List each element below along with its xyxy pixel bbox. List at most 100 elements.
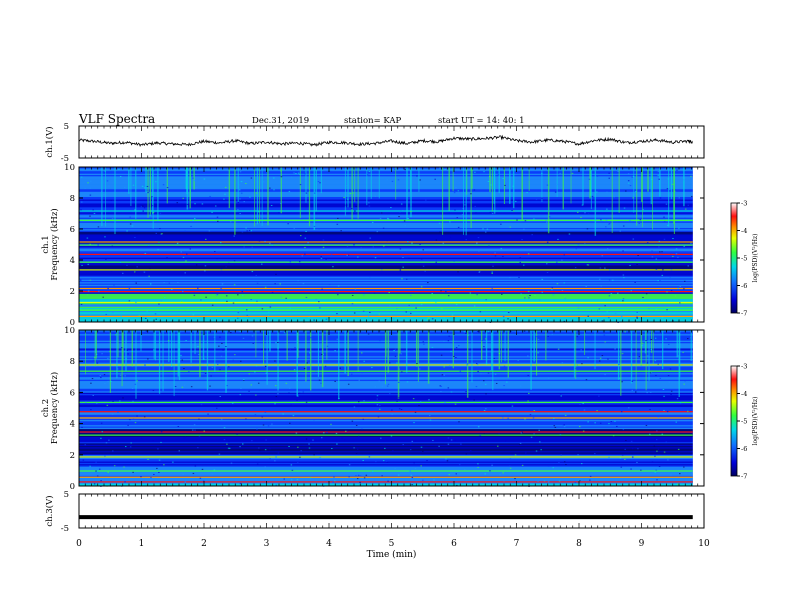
freq-band xyxy=(79,466,693,469)
noise-speckle xyxy=(289,307,292,309)
noise-speckle xyxy=(82,460,84,462)
noise-speckle xyxy=(163,464,165,466)
sferic-streak xyxy=(648,330,650,381)
freq-band xyxy=(79,216,693,218)
freq-band xyxy=(79,283,693,285)
noise-speckle xyxy=(134,236,136,238)
start-time-label: start UT = 14: 40: 1 xyxy=(438,116,525,126)
noise-speckle xyxy=(379,197,382,199)
noise-speckle xyxy=(526,192,528,194)
noise-speckle xyxy=(603,209,605,211)
sferic-streak xyxy=(326,330,328,360)
noise-speckle xyxy=(355,424,358,426)
noise-speckle xyxy=(473,189,476,191)
sferic-streak xyxy=(673,167,675,224)
x-tick-label: 4 xyxy=(326,539,332,549)
noise-speckle xyxy=(358,379,360,381)
noise-speckle xyxy=(138,315,140,317)
spectral-line xyxy=(79,241,693,243)
noise-speckle xyxy=(604,374,606,376)
noise-speckle xyxy=(394,348,397,350)
sferic-streak xyxy=(521,167,524,220)
noise-speckle xyxy=(296,479,299,481)
noise-speckle xyxy=(649,391,652,393)
noise-speckle xyxy=(256,282,259,284)
noise-speckle xyxy=(228,366,230,368)
noise-speckle xyxy=(123,351,126,353)
noise-speckle xyxy=(634,281,636,283)
noise-speckle xyxy=(662,269,664,271)
noise-speckle xyxy=(649,372,652,374)
noise-speckle xyxy=(545,221,548,223)
noise-speckle xyxy=(220,288,222,290)
sferic-streak xyxy=(259,167,261,224)
noise-speckle xyxy=(127,353,129,355)
freq-band xyxy=(79,250,693,253)
sferic-streak xyxy=(194,330,196,355)
colorbar-tick-label: -5 xyxy=(741,418,747,426)
noise-speckle xyxy=(398,216,400,218)
noise-speckle xyxy=(201,203,204,205)
sferic-streak xyxy=(545,330,547,361)
noise-speckle xyxy=(278,350,280,352)
noise-speckle xyxy=(226,413,229,415)
noise-speckle xyxy=(690,337,692,339)
noise-speckle xyxy=(642,208,645,210)
sferic-streak xyxy=(594,167,597,236)
noise-speckle xyxy=(608,223,610,225)
noise-speckle xyxy=(587,315,589,317)
noise-speckle xyxy=(477,237,480,239)
sferic-streak xyxy=(313,167,316,231)
noise-speckle xyxy=(385,460,388,462)
noise-speckle xyxy=(457,190,460,192)
noise-speckle xyxy=(186,253,188,255)
noise-speckle xyxy=(156,469,159,471)
noise-speckle xyxy=(238,189,241,191)
x-tick-label: 8 xyxy=(576,539,582,549)
noise-speckle xyxy=(585,251,587,253)
sferic-streak xyxy=(676,330,678,358)
noise-speckle xyxy=(443,374,446,376)
noise-speckle xyxy=(586,228,589,230)
noise-speckle xyxy=(475,212,477,214)
noise-speckle xyxy=(256,463,259,465)
noise-speckle xyxy=(533,410,536,412)
noise-speckle xyxy=(293,172,295,174)
noise-speckle xyxy=(110,199,113,201)
noise-speckle xyxy=(655,258,658,260)
noise-speckle xyxy=(541,278,543,280)
noise-speckle xyxy=(359,403,362,405)
noise-speckle xyxy=(87,182,89,184)
sferic-streak xyxy=(492,330,494,391)
noise-speckle xyxy=(87,263,89,265)
noise-speckle xyxy=(146,185,149,187)
noise-speckle xyxy=(638,222,641,224)
freq-band xyxy=(79,398,693,401)
noise-speckle xyxy=(245,227,247,229)
noise-speckle xyxy=(394,355,397,357)
y-tick-label: 6 xyxy=(70,225,75,235)
sferic-streak xyxy=(485,330,488,365)
noise-speckle xyxy=(349,331,352,333)
noise-speckle xyxy=(207,413,209,415)
freq-band xyxy=(79,205,693,208)
colorbar-tick-label: -4 xyxy=(741,227,747,235)
noise-speckle xyxy=(108,185,110,187)
noise-speckle xyxy=(396,400,398,402)
freq-band xyxy=(79,187,693,190)
noise-speckle xyxy=(216,293,219,295)
noise-speckle xyxy=(620,466,623,468)
x-axis-label: Time (min) xyxy=(367,549,417,560)
noise-speckle xyxy=(529,295,531,297)
noise-speckle xyxy=(221,283,224,285)
noise-speckle xyxy=(338,397,340,399)
noise-speckle xyxy=(277,393,279,395)
noise-speckle xyxy=(397,179,400,181)
noise-speckle xyxy=(307,190,310,192)
noise-speckle xyxy=(126,349,129,351)
freq-band xyxy=(79,302,693,305)
noise-speckle xyxy=(679,167,681,169)
noise-speckle xyxy=(200,299,202,301)
noise-speckle xyxy=(489,470,491,472)
noise-speckle xyxy=(444,402,446,404)
